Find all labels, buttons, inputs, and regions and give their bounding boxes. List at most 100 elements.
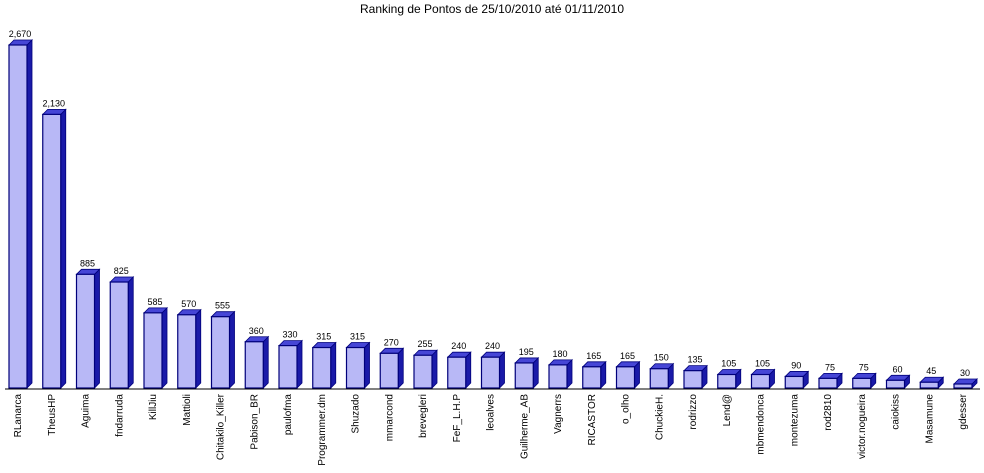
category-label: fndarruda — [114, 394, 125, 437]
value-label: 570 — [181, 299, 196, 309]
value-label: 585 — [147, 297, 162, 307]
bar-front — [649, 368, 669, 389]
value-label: 45 — [926, 366, 936, 376]
bar-front — [8, 44, 28, 389]
bar-side — [262, 335, 269, 389]
bar-side — [127, 276, 134, 389]
value-label: 885 — [80, 258, 95, 268]
bar-mattioli — [176, 308, 202, 389]
bar-side — [60, 108, 67, 389]
bar-theushp — [41, 108, 67, 389]
value-label: 255 — [417, 339, 432, 349]
bar-o-olho — [615, 360, 641, 389]
bar-rlanarca — [8, 39, 33, 389]
category-label: victor.nogueira — [857, 394, 868, 459]
value-label: 360 — [249, 326, 264, 336]
bar-caiokiss — [885, 374, 911, 389]
value-label: 150 — [654, 353, 669, 363]
bar-side — [397, 347, 404, 389]
category-label: mmarcond — [384, 394, 395, 441]
bar-rod2810 — [818, 372, 843, 389]
bar-front — [784, 375, 804, 389]
bar-side — [364, 341, 370, 389]
bar-chuckieh — [649, 362, 675, 389]
category-label: RLanarca — [13, 394, 24, 438]
value-label: 165 — [620, 351, 635, 361]
category-label: gdesser — [958, 393, 969, 429]
category-label: rodrizzo — [688, 394, 699, 430]
bar-front — [683, 370, 703, 389]
value-label: 105 — [721, 359, 736, 369]
bar-leoalves — [480, 351, 506, 389]
category-label: Shuzado — [351, 394, 362, 434]
value-label: 825 — [114, 266, 129, 276]
category-label: FeF_L.H.P — [452, 394, 463, 443]
bar-front — [42, 113, 62, 389]
bar-front — [75, 273, 96, 389]
bar-mmarcond — [379, 347, 405, 389]
category-label: mbmendonca — [756, 394, 767, 455]
category-label: caiokiss — [891, 394, 902, 430]
category-label: rod2810 — [823, 394, 834, 431]
bars-group — [8, 39, 978, 389]
bar-paulofma — [278, 339, 303, 389]
bar-lend — [716, 368, 742, 389]
category-label: o_olho — [621, 394, 632, 424]
category-label: montezuma — [789, 394, 800, 447]
bar-front — [244, 341, 264, 389]
bar-front — [852, 377, 872, 389]
value-label: 270 — [384, 337, 399, 347]
category-label: Aguima — [81, 394, 92, 428]
bar-mbmendonca — [750, 368, 776, 389]
bar-side — [26, 39, 33, 389]
category-label: Programmer.dm — [317, 394, 328, 466]
value-label: 105 — [755, 359, 770, 369]
bar-ricastor — [581, 360, 607, 389]
bar-side — [330, 341, 337, 389]
value-label: 315 — [350, 332, 365, 342]
bar-front — [379, 352, 399, 389]
bar-chitakilo-killer — [210, 310, 236, 389]
bar-front — [717, 373, 737, 389]
value-label: 555 — [215, 301, 230, 311]
bar-front — [818, 377, 838, 389]
value-labels-group: 2,670 2,130 885 825 585 570 555 360 330 315 315 270… — [9, 29, 970, 378]
bar-front — [548, 364, 568, 389]
category-label: Pabison_BR — [249, 394, 260, 450]
value-label: 315 — [316, 332, 331, 342]
value-label: 165 — [586, 351, 601, 361]
bar-side — [499, 351, 505, 389]
bar-side — [296, 339, 303, 389]
bar-side — [465, 351, 472, 389]
bar-front — [885, 379, 906, 389]
bar-guilherme-ab — [514, 356, 540, 389]
category-label: Chitakilo_Killer — [216, 393, 227, 460]
bar-montezuma — [784, 370, 810, 389]
bar-brevegleri — [413, 349, 438, 389]
bar-front — [312, 346, 332, 389]
bar-front — [177, 314, 197, 389]
category-label: TheusHP — [47, 394, 58, 436]
category-label: Guilherme_AB — [519, 394, 530, 459]
bar-front — [480, 356, 501, 389]
bar-side — [229, 310, 235, 389]
bar-front — [750, 373, 771, 389]
category-label: ChuckieH. — [654, 394, 665, 440]
chart-title: Ranking de Pontos de 25/10/2010 até 01/1… — [360, 2, 624, 16]
bar-front — [210, 316, 231, 389]
bar-shuzado — [345, 341, 371, 389]
category-labels-group: RLanarca TheusHP Aguima fndarruda KillJiu Mat… — [13, 393, 969, 465]
bar-vagnerrs — [548, 358, 573, 389]
bar-side — [195, 308, 202, 389]
value-label: 90 — [791, 360, 801, 370]
value-label: 330 — [282, 330, 297, 340]
bar-gdesser — [953, 378, 978, 389]
bar-side — [94, 268, 100, 389]
bar-rodrizzo — [683, 364, 708, 389]
bar-front — [143, 312, 163, 389]
category-label: Vagnerrs — [553, 394, 564, 434]
bar-front — [413, 354, 433, 389]
bar-masamune — [919, 376, 945, 389]
value-label: 75 — [859, 362, 869, 372]
bar-front — [447, 356, 467, 389]
